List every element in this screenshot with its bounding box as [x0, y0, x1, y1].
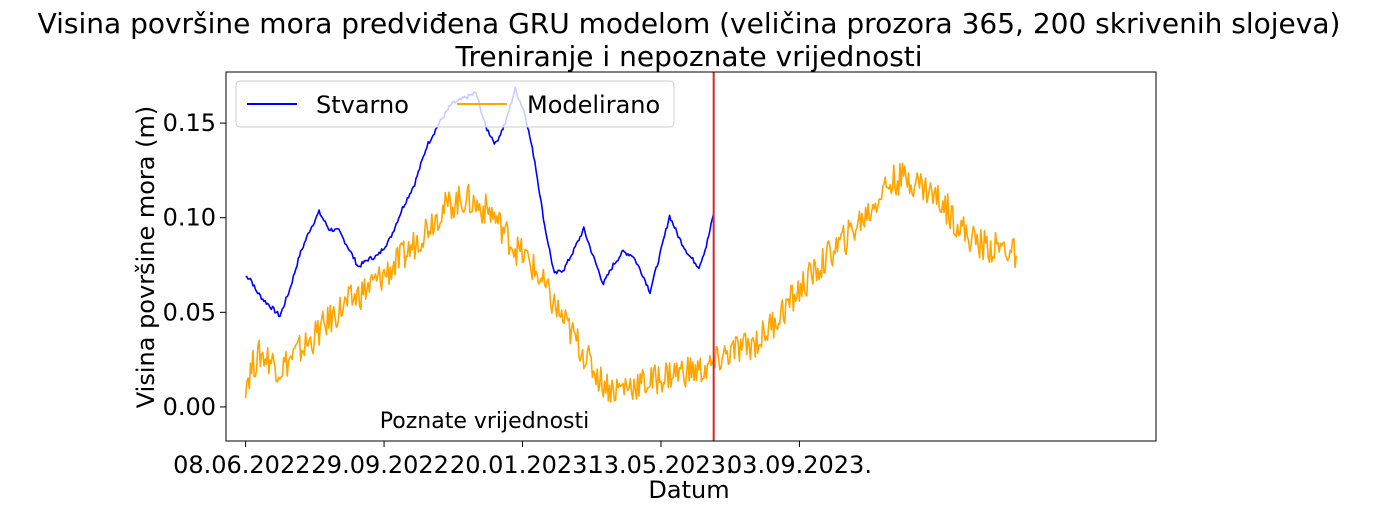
chart-title: Visina površine mora predviđena GRU mode…	[38, 7, 1341, 40]
x-axis-label: Datum	[648, 476, 729, 504]
x-tick-label: 08.06.2022.	[173, 451, 318, 479]
plot-area: Poznate vrijednosti	[225, 71, 1157, 442]
y-axis-label: Visina površine mora (m)	[132, 106, 160, 408]
legend: Stvarno Modelirano	[235, 80, 675, 128]
known-values-annotation: Poznate vrijednosti	[380, 409, 589, 434]
legend-box	[235, 80, 675, 128]
y-axis: 0.00 0.05 0.10 0.15	[163, 109, 226, 421]
y-tick-label: 0.00	[163, 393, 216, 421]
y-tick-label: 0.15	[163, 109, 216, 137]
x-tick-label: 20.01.2023.	[450, 451, 595, 479]
x-tick-label: 29.09.2022.	[312, 451, 457, 479]
series-line-modelirano	[244, 162, 1018, 403]
chart-subtitle: Treniranje i nepoznate vrijednosti	[454, 40, 922, 73]
y-tick-label: 0.05	[163, 298, 216, 326]
x-tick-label: 03.09.2023.	[727, 451, 872, 479]
plot-frame	[225, 71, 1157, 442]
legend-label-stvarno: Stvarno	[316, 91, 409, 119]
y-tick-label: 0.10	[163, 204, 216, 232]
x-axis: 08.06.2022.29.09.2022.20.01.2023.13.05.2…	[173, 441, 872, 479]
legend-label-modelirano: Modelirano	[527, 91, 660, 119]
x-tick-label: 13.05.2023.	[588, 451, 733, 479]
